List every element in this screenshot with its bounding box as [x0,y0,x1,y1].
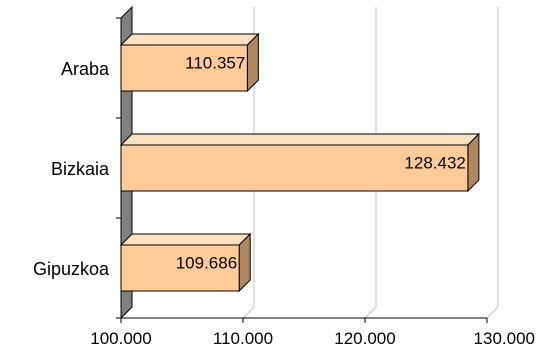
data-label-gipuzkoa: 109.686 [176,253,237,272]
gridline-floor [486,306,499,319]
x-tick-label: 100.000 [90,329,151,348]
bar-top-face [119,33,260,46]
bar-top-face [119,233,252,246]
data-label-araba: 110.357 [185,53,245,72]
x-tick-label: 130.000 [474,329,535,348]
x-tick-label: 110.000 [213,329,273,348]
gridline-floor [364,306,377,319]
category-label-araba: Araba [61,59,110,79]
bars [119,32,481,293]
bar-top-face [119,133,481,146]
category-label-gipuzkoa: Gipuzkoa [33,259,110,279]
data-label-bizkaia: 128.432 [404,153,465,172]
x-tick-label: 120.000 [334,329,395,348]
bar-gipuzkoa [120,244,240,292]
x-tick-labels: 100.000 110.000 120.000 130.000 [90,317,535,348]
category-labels: Araba Bizkaia Gipuzkoa [33,59,110,279]
gridline-floor [242,306,255,319]
bar-bizkaia [120,144,469,192]
bar-araba [120,44,248,92]
data-labels: 110.357 128.432 109.686 [176,53,466,272]
category-label-bizkaia: Bizkaia [51,159,110,179]
